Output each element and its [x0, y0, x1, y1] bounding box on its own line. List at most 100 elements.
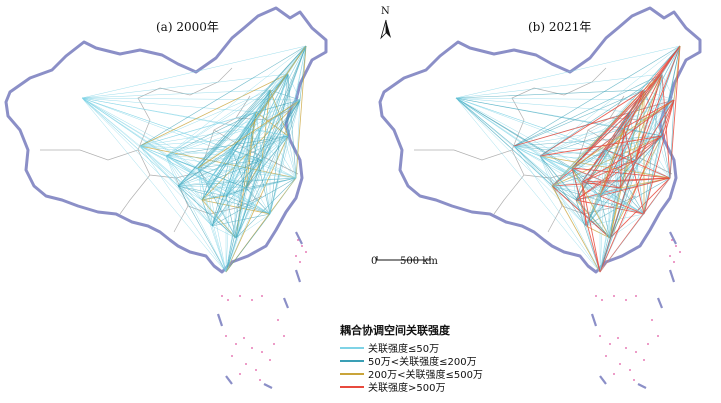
link-line	[581, 181, 601, 197]
link-line	[197, 149, 233, 169]
link-line	[139, 127, 251, 147]
link-line	[623, 127, 671, 179]
link-line	[245, 187, 271, 215]
link-line	[197, 167, 271, 215]
link-line	[211, 195, 227, 227]
island-dot	[635, 351, 637, 353]
link-line	[581, 99, 675, 183]
link-line	[197, 135, 289, 169]
link-line	[513, 145, 577, 201]
link-line	[225, 45, 307, 197]
map-panel-2000	[4, 6, 328, 389]
link-line	[201, 199, 271, 215]
link-line	[177, 185, 237, 239]
island-dot	[251, 299, 253, 301]
link-line	[165, 155, 199, 169]
link-line	[197, 167, 203, 201]
map-panel-2021	[378, 6, 702, 389]
link-line	[269, 89, 297, 179]
link-line	[581, 181, 645, 215]
link-line	[513, 89, 645, 147]
link-line	[599, 159, 637, 273]
link-line	[207, 89, 271, 183]
link-line	[513, 73, 663, 147]
link-line	[269, 135, 289, 215]
link-line	[165, 155, 227, 273]
link-line	[599, 99, 675, 273]
link-line	[81, 97, 209, 183]
link-line	[139, 73, 289, 147]
link-line	[295, 45, 307, 179]
island-dot	[625, 299, 627, 301]
link-line	[599, 127, 625, 273]
island-dot	[613, 373, 615, 375]
link-line	[599, 135, 663, 197]
link-line	[539, 73, 663, 157]
island-dot	[259, 379, 261, 381]
link-line	[177, 185, 203, 201]
province-border	[159, 67, 233, 96]
island-dot	[227, 299, 229, 301]
scale-zero-label: 0	[371, 256, 378, 267]
link-line	[287, 73, 297, 179]
island-dot	[609, 343, 611, 345]
link-line	[225, 213, 271, 273]
link-line	[207, 181, 271, 215]
link-line	[661, 73, 671, 179]
island-dot	[221, 295, 223, 297]
boundary-dash	[668, 269, 676, 283]
link-line	[211, 225, 227, 273]
link-line	[599, 99, 675, 197]
link-line	[165, 155, 263, 161]
link-line	[643, 177, 671, 215]
link-line	[513, 145, 583, 183]
link-line	[165, 155, 209, 183]
link-line	[207, 127, 251, 183]
link-line	[581, 177, 671, 183]
legend-item-gt500: 关联强度>500万	[340, 380, 560, 394]
link-line	[165, 149, 233, 157]
link-line	[643, 99, 675, 215]
link-line	[635, 45, 681, 161]
link-line	[539, 155, 645, 215]
island-dot	[255, 369, 257, 371]
link-line	[231, 149, 247, 189]
link-line	[599, 149, 607, 273]
link-line	[619, 45, 681, 189]
link-line	[245, 45, 307, 189]
link-line	[571, 135, 663, 169]
link-line	[245, 135, 289, 189]
link-line	[201, 177, 297, 201]
link-line	[571, 167, 645, 215]
link-line	[197, 99, 301, 169]
link-line	[139, 145, 227, 197]
link-line	[581, 181, 611, 239]
link-line	[225, 195, 237, 239]
island-dot	[595, 295, 597, 297]
link-line	[661, 99, 675, 137]
province-border	[414, 87, 535, 161]
link-line	[599, 213, 645, 273]
boundary-dash	[599, 375, 607, 385]
boundary-dash	[216, 313, 224, 327]
link-line	[571, 167, 577, 201]
link-line	[599, 149, 607, 197]
link-line	[207, 181, 213, 227]
link-line	[269, 177, 297, 215]
panel-title-2000: (a) 2000年	[156, 20, 219, 34]
island-dot	[231, 355, 233, 357]
link-line	[455, 97, 583, 183]
link-line	[581, 135, 663, 183]
link-line	[539, 99, 675, 157]
link-line	[177, 135, 289, 187]
link-line	[211, 213, 271, 227]
link-line	[139, 145, 203, 201]
legend-swatch-50-200	[340, 359, 364, 362]
legend-label-50-200: 50万<关联强度≤200万	[368, 357, 477, 368]
link-line	[211, 127, 251, 227]
link-line	[207, 99, 301, 183]
province-border	[493, 174, 525, 215]
link-line	[539, 155, 671, 179]
province-border	[119, 174, 151, 215]
island-dot	[633, 379, 635, 381]
